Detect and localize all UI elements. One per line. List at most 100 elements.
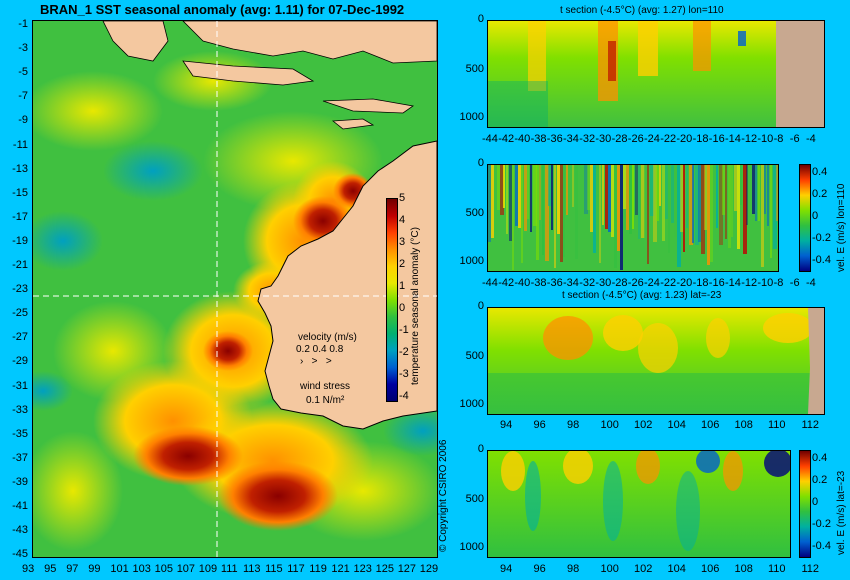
velocity-streak [500, 165, 504, 215]
panel2-x-tick: -40 [514, 277, 531, 289]
panel1-x-tick: -4 [806, 133, 816, 145]
map-y-tick: -29 [12, 355, 28, 368]
panel3-x-tick: 96 [533, 419, 546, 431]
map-colorbar-tick: 2 [399, 258, 406, 270]
velocity-streak [731, 165, 733, 237]
map-colorbar-tick: -3 [399, 368, 409, 380]
velocity-streak [677, 165, 681, 267]
map-colorbar-tick: 0 [399, 302, 406, 314]
velocity-streak [620, 165, 623, 270]
velocity-streak [770, 165, 772, 258]
panel1-title: t section (-4.5°C) (avg: 1.27) lon=110 [560, 5, 724, 16]
panel1-y-tick: 1000 [459, 111, 484, 123]
panel3-x-tick: 98 [567, 419, 580, 431]
velocity-streak [563, 165, 565, 257]
velocity-streak [548, 165, 551, 206]
velocity-streak [578, 165, 581, 208]
panel4-x-tick: 110 [768, 563, 786, 575]
velocity-streak [515, 165, 518, 226]
velocity-streak [743, 165, 747, 254]
panel2-colorbar-tick: 0.2 [812, 188, 828, 200]
map-colorbar-tick: -2 [399, 346, 409, 358]
panel2-section[interactable] [487, 164, 779, 272]
panel2-x-tick: -42 [498, 277, 515, 289]
panel4-x-tick: 112 [801, 563, 820, 575]
panel2-y-tick: 1000 [459, 255, 484, 267]
panel4-x-tick: 100 [600, 563, 619, 575]
wind-legend-scale: 0.1 N/m² [306, 395, 345, 406]
velocity-streak [641, 165, 645, 238]
panel4-x-tick: 94 [500, 563, 513, 575]
panel3-x-tick: 112 [801, 419, 820, 431]
velocity-streak [752, 165, 755, 214]
panel2-x-tick: -32 [579, 277, 596, 289]
velocity-streak [602, 165, 604, 225]
velocity-legend-scale: 0.2 0.4 0.8 [296, 344, 344, 355]
velocity-streak [710, 165, 713, 262]
panel2-x-tick: -34 [563, 277, 579, 289]
panel2-colorbar-tick: -0.4 [812, 254, 831, 266]
velocity-streak [638, 165, 640, 239]
velocity-streak [680, 165, 684, 232]
panel1-x-tick: -34 [563, 133, 579, 145]
velocity-streak [587, 165, 590, 210]
velocity-streak [725, 165, 727, 239]
panel3-x-tick: 100 [600, 419, 619, 431]
panel2-y-tick: 500 [465, 207, 484, 219]
velocity-streak [635, 165, 638, 215]
velocity-streak [728, 165, 731, 248]
map-y-tick: -7 [18, 90, 28, 103]
panel1-x-tick: -16 [708, 133, 725, 145]
panel2-colorbar-tick: -0.2 [812, 232, 831, 244]
panel1-x-tick: -12 [741, 133, 758, 145]
map-y-tick: -39 [12, 475, 28, 488]
panel3-y-tick: 1000 [459, 398, 484, 410]
velocity-streak [575, 165, 578, 259]
panel3-x-tick: 106 [701, 419, 720, 431]
velocity-streak [581, 165, 583, 228]
map-colorbar-tick: -4 [399, 390, 409, 402]
panel3-section[interactable] [487, 307, 825, 415]
sst-map[interactable] [32, 20, 438, 558]
panel2-colorbar [799, 164, 811, 272]
velocity-streak [629, 165, 632, 234]
map-x-tick: 93 [22, 563, 35, 575]
velocity-streak [722, 165, 725, 215]
panel2-colorbar-label: vel. E (m/s) lon=110 [836, 183, 847, 272]
panel1-x-tick: -28 [611, 133, 628, 145]
map-y-tick: -23 [12, 283, 28, 296]
panel2-x-tick: -18 [692, 277, 709, 289]
panel3-x-tick: 108 [734, 419, 753, 431]
panel4-section[interactable] [487, 450, 791, 558]
velocity-streak [503, 165, 505, 208]
map-y-tick: -19 [12, 234, 28, 247]
panel4-y-tick: 500 [465, 493, 484, 505]
velocity-streak [497, 165, 500, 210]
panel4-colorbar-tick: -0.2 [812, 518, 831, 530]
velocity-streak [776, 165, 778, 221]
velocity-streak [737, 165, 740, 249]
map-x-tick: 119 [309, 563, 327, 575]
velocity-streak [494, 165, 497, 232]
velocity-streak [527, 165, 529, 219]
map-x-tick: 109 [198, 563, 218, 575]
map-x-tick: 95 [44, 563, 57, 575]
panel1-x-tick: -22 [660, 133, 677, 145]
panel3-y-tick: 0 [477, 300, 484, 312]
velocity-streak [746, 165, 748, 225]
velocity-streak [647, 165, 649, 264]
map-x-tick: 111 [220, 563, 238, 575]
velocity-streak [590, 165, 593, 232]
map-y-tick: -35 [12, 427, 28, 440]
velocity-streak [611, 165, 614, 237]
map-y-tick: -1 [18, 18, 28, 30]
velocity-streak [557, 165, 560, 234]
velocity-streak [554, 165, 556, 268]
velocity-streak [614, 165, 617, 268]
panel1-x-tick: -44 [482, 133, 498, 145]
map-y-tick: -31 [12, 379, 28, 392]
velocity-streak [626, 165, 629, 230]
panel4-y-tick: 0 [477, 443, 484, 455]
panel2-x-tick: -4 [806, 277, 816, 289]
panel1-section[interactable] [487, 20, 825, 128]
